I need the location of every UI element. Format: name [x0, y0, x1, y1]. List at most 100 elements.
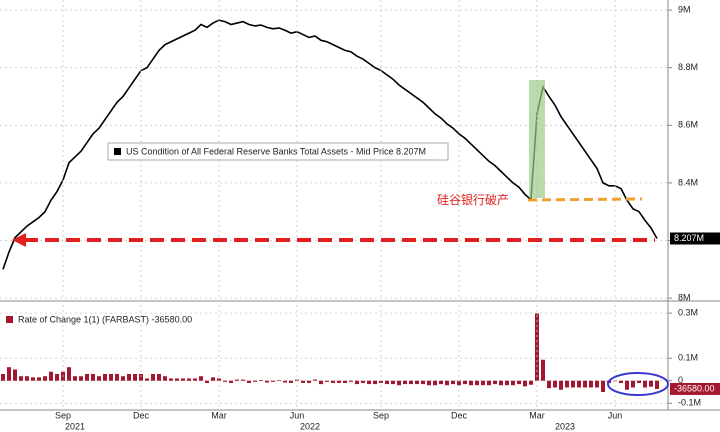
x-tick-label: Sep	[55, 410, 71, 420]
legend-swatch	[114, 148, 121, 155]
legend-swatch	[6, 316, 13, 323]
y-tick-label: 0.1M	[678, 353, 698, 363]
bar	[265, 380, 269, 383]
bar	[259, 380, 263, 381]
bar	[157, 373, 161, 381]
bar	[151, 373, 155, 381]
marks	[0, 0, 668, 410]
bar	[481, 380, 485, 386]
bar	[193, 378, 197, 381]
bar	[439, 380, 443, 385]
bar	[535, 313, 539, 381]
bar	[553, 380, 557, 388]
x-tick-label: Dec	[451, 410, 468, 420]
bar	[277, 380, 281, 381]
bar	[463, 380, 467, 385]
bar	[655, 380, 659, 389]
bar	[427, 380, 431, 386]
bar	[307, 380, 311, 383]
bar	[493, 380, 497, 385]
bar	[55, 373, 59, 381]
bar	[343, 380, 347, 383]
bar	[457, 380, 461, 386]
annotation: 硅谷银行破产	[437, 192, 509, 207]
bar	[313, 379, 317, 381]
bar	[37, 377, 41, 381]
bar	[319, 380, 323, 385]
bar	[223, 380, 227, 382]
highlight-ellipse	[607, 372, 669, 396]
bar	[289, 380, 293, 383]
bar	[649, 380, 653, 387]
bar	[19, 376, 23, 381]
bar	[355, 380, 359, 385]
y-tick-label: 8M	[678, 292, 691, 302]
bar	[331, 380, 335, 383]
bar	[145, 378, 149, 381]
bar	[409, 380, 413, 385]
bar	[397, 380, 401, 386]
bar	[163, 376, 167, 381]
bar	[91, 373, 95, 381]
bar	[499, 380, 503, 386]
bar	[121, 376, 125, 381]
bar	[67, 367, 71, 381]
legend-entry: Rate of Change 1(1) (FARBAST) -36580.00	[18, 314, 192, 324]
reference-line	[527, 197, 643, 202]
bar	[199, 376, 203, 381]
x-tick-label: Mar	[529, 410, 545, 420]
value-label: -36580.00	[674, 383, 715, 393]
value-label: 8.207M	[674, 233, 704, 243]
x-tick-label: Mar	[211, 410, 227, 420]
bar	[127, 373, 131, 381]
y-tick-label: -0.1M	[678, 398, 701, 408]
x-tick-label: Sep	[373, 410, 389, 420]
bar	[241, 379, 245, 381]
y-tick-label: 8.4M	[678, 177, 698, 187]
bar	[79, 376, 83, 381]
bar	[517, 380, 521, 385]
highlight-box	[529, 80, 545, 198]
bar	[361, 380, 365, 383]
bar	[595, 380, 599, 388]
bar	[175, 378, 179, 381]
x-tick-label: Jun	[290, 410, 305, 420]
arrow-head	[12, 233, 26, 247]
bar	[31, 377, 35, 381]
bar	[1, 373, 5, 381]
value-tag	[670, 232, 720, 245]
bar	[589, 380, 593, 388]
bar	[385, 380, 389, 385]
bar	[433, 380, 437, 386]
bar	[367, 380, 371, 385]
x-year-label: 2021	[65, 421, 85, 431]
value-tag	[670, 382, 720, 395]
bar	[49, 371, 53, 381]
bar	[187, 378, 191, 381]
bar	[325, 380, 329, 382]
bar	[181, 378, 185, 381]
bar	[631, 380, 635, 388]
bar	[169, 378, 173, 381]
bar	[565, 380, 569, 388]
x-tick-label: Jun	[608, 410, 623, 420]
bar	[403, 380, 407, 385]
bar	[301, 380, 305, 383]
bar	[523, 380, 527, 387]
bar	[625, 380, 629, 390]
bar	[373, 380, 377, 385]
y-tick-label: 0	[678, 375, 683, 385]
y-tick-label: 8.8M	[678, 62, 698, 72]
bar	[97, 376, 101, 381]
bar	[445, 380, 449, 386]
bar	[109, 373, 113, 381]
bar	[349, 380, 353, 382]
bar	[643, 380, 647, 388]
bar	[469, 380, 473, 386]
bar	[559, 380, 563, 390]
bar	[103, 373, 107, 381]
bar	[7, 367, 11, 381]
bar	[421, 380, 425, 385]
bar	[229, 380, 233, 383]
